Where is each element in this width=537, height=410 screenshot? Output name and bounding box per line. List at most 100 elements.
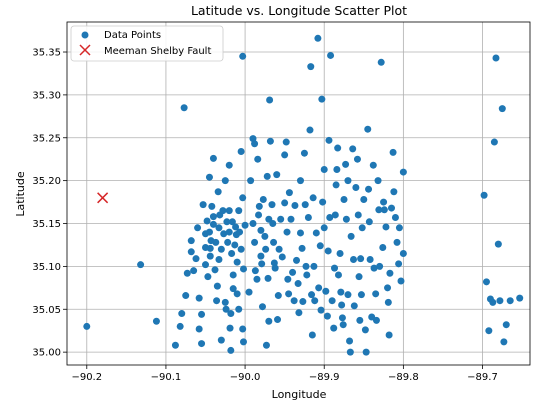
data-point [384,298,392,306]
data-point [233,258,241,266]
data-point [364,125,372,133]
data-point [290,297,298,305]
data-markers [83,34,524,356]
data-point [239,265,247,273]
data-point [212,238,220,246]
data-point [372,290,380,298]
data-point [395,260,403,268]
data-point [318,95,326,103]
data-point [283,228,291,236]
legend-label-data-points: Data Points [104,30,161,41]
data-point [315,284,323,292]
data-point [325,136,333,144]
data-point [380,198,388,206]
x-tick-label: −89.9 [309,372,340,383]
data-point [83,322,91,330]
data-point [232,223,240,231]
data-point [259,196,267,204]
data-point [281,199,289,207]
data-point [350,302,358,310]
data-point [306,126,314,134]
data-point [339,321,347,329]
data-point [285,189,293,197]
data-point [502,321,510,329]
data-point [224,238,232,246]
legend-box [70,25,224,62]
data-point [354,211,362,219]
data-point [356,316,364,324]
data-point [180,104,188,112]
data-point [342,160,350,168]
data-point [340,196,348,204]
data-point [399,250,407,258]
data-point [376,262,384,270]
data-point [278,253,286,261]
data-point [241,221,249,229]
data-point [171,341,179,349]
data-point [257,252,265,260]
data-point [334,271,342,279]
y-tick-label: 35.25 [32,133,61,144]
data-point [220,230,228,238]
data-point [296,177,304,185]
data-point [307,63,315,71]
data-point [349,145,357,153]
data-point [369,161,377,169]
data-point [182,292,190,300]
data-point [382,223,390,231]
data-point [271,264,279,272]
data-point [275,245,283,253]
data-point [266,96,274,104]
data-point [352,183,360,191]
data-point [277,215,285,223]
data-point [365,218,373,226]
plot-area [66,21,531,366]
data-point [346,337,354,345]
data-point [217,336,225,344]
data-point [266,137,274,145]
data-point [380,206,388,214]
data-point [239,52,247,60]
x-tick-label: −89.8 [388,372,419,383]
x-tick-label: −90.2 [71,372,102,383]
data-point [251,267,259,275]
data-point [204,273,212,281]
data-point [301,201,309,209]
data-point [353,155,361,163]
data-point [377,58,385,66]
data-point [235,207,243,215]
data-point [214,188,222,196]
data-point [239,325,247,333]
data-point [370,264,378,272]
data-point [237,245,245,253]
data-point [239,194,247,202]
data-point [213,282,221,290]
data-point [225,228,233,236]
data-point [245,288,253,296]
data-point [332,181,340,189]
data-point [295,309,303,317]
data-point [208,202,216,210]
data-point [490,138,498,146]
data-point [328,297,336,305]
data-point [253,275,261,283]
data-point [331,211,339,219]
data-point [227,346,235,354]
y-tick-label: 35.35 [32,48,61,59]
data-point [202,261,210,269]
data-point [273,171,281,179]
data-point [324,247,332,255]
data-point [261,232,269,240]
y-tick-label: 35.00 [32,348,61,359]
data-point [228,218,236,226]
data-point [285,290,293,298]
data-point [258,303,266,311]
data-point [215,224,223,232]
data-point [198,310,206,318]
data-point [361,326,369,334]
data-point [296,229,304,237]
data-point [310,262,318,270]
data-point [215,256,223,264]
data-point [249,220,257,228]
